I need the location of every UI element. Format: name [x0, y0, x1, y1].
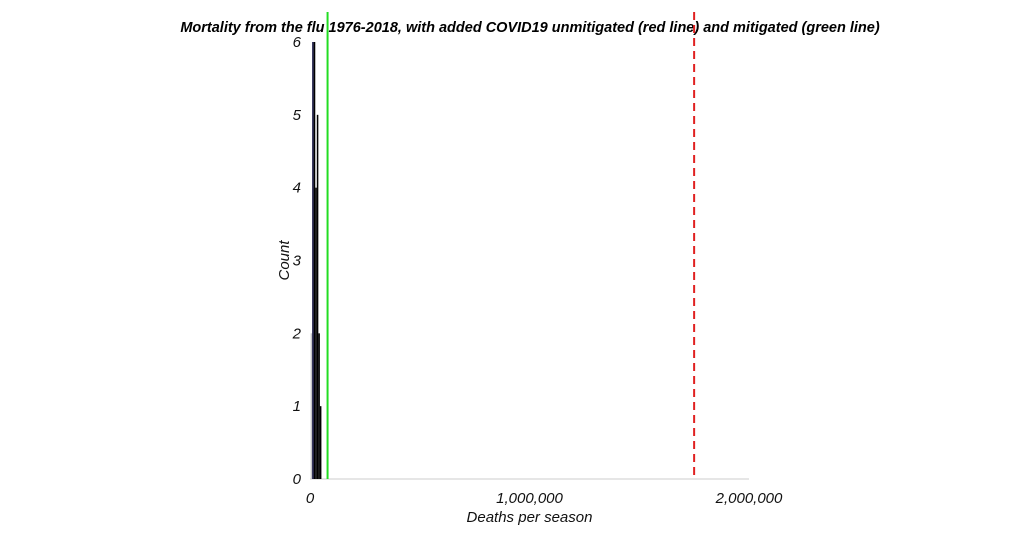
histogram-bar-4 [315, 187, 317, 479]
histogram-bar-5 [316, 114, 319, 479]
x-axis-label: Deaths per season [467, 509, 593, 526]
x-tick-label: 0 [306, 490, 315, 507]
histogram-bar-3 [313, 42, 316, 479]
y-tick-labels: 0 1 2 3 4 5 6 [292, 34, 302, 488]
y-tick-label: 5 [293, 107, 302, 124]
histogram-bar-1 [310, 333, 313, 479]
x-tick-label: 1,000,000 [496, 490, 563, 507]
y-tick-label: 3 [293, 253, 302, 270]
y-axis-label: Count [276, 240, 293, 281]
x-tick-label: 2,000,000 [715, 490, 783, 507]
y-tick-label: 4 [293, 180, 301, 197]
x-tick-labels: 0 1,000,000 2,000,000 [306, 490, 783, 507]
histogram-bar-7 [319, 406, 322, 479]
histogram-bar-6 [318, 333, 320, 479]
y-tick-label: 6 [293, 34, 302, 51]
histogram-bar-2 [312, 42, 314, 479]
y-tick-label: 1 [293, 398, 301, 415]
y-tick-label: 2 [292, 325, 302, 342]
y-tick-label: 0 [293, 471, 302, 488]
histogram-bars [310, 42, 322, 479]
chart-title: Mortality from the flu 1976-2018, with a… [180, 20, 880, 36]
reference-lines [326, 12, 696, 479]
